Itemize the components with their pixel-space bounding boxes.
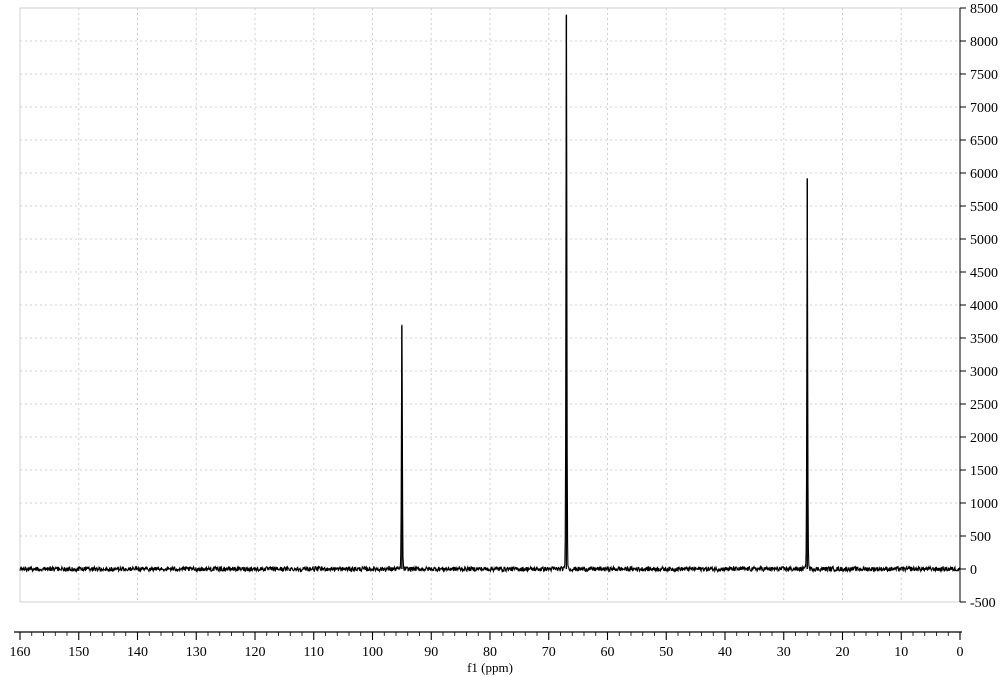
y-tick-label: 4000 <box>970 299 998 314</box>
y-tick-label: 6500 <box>970 134 998 149</box>
x-tick-label: 20 <box>836 645 850 660</box>
nmr-svg: 1601501401301201101009080706050403020100… <box>0 0 1000 677</box>
y-tick-label: 7000 <box>970 101 998 116</box>
x-tick-label: 160 <box>10 645 31 660</box>
x-tick-label: 70 <box>542 645 556 660</box>
y-tick-label: 8000 <box>970 35 998 50</box>
y-tick-label: -500 <box>970 596 996 611</box>
y-tick-label: 8500 <box>970 2 998 17</box>
x-tick-label: 50 <box>659 645 673 660</box>
y-tick-label: 2000 <box>970 431 998 446</box>
y-tick-label: 6000 <box>970 167 998 182</box>
x-axis-label: f1 (ppm) <box>467 660 513 675</box>
x-tick-label: 140 <box>127 645 148 660</box>
y-tick-label: 5500 <box>970 200 998 215</box>
y-tick-label: 7500 <box>970 68 998 83</box>
x-tick-label: 80 <box>483 645 497 660</box>
y-tick-label: 4500 <box>970 266 998 281</box>
y-tick-label: 0 <box>970 563 977 578</box>
y-tick-label: 3500 <box>970 332 998 347</box>
x-tick-label: 40 <box>718 645 732 660</box>
y-tick-label: 500 <box>970 530 991 545</box>
x-tick-label: 110 <box>304 645 324 660</box>
y-tick-label: 2500 <box>970 398 998 413</box>
y-tick-label: 1500 <box>970 464 998 479</box>
x-tick-label: 130 <box>186 645 207 660</box>
x-tick-label: 60 <box>601 645 615 660</box>
x-tick-label: 100 <box>362 645 383 660</box>
y-tick-label: 5000 <box>970 233 998 248</box>
x-tick-label: 10 <box>894 645 908 660</box>
x-tick-label: 0 <box>957 645 964 660</box>
y-tick-label: 1000 <box>970 497 998 512</box>
nmr-chart: 1601501401301201101009080706050403020100… <box>0 0 1000 677</box>
x-tick-label: 120 <box>245 645 266 660</box>
x-tick-label: 90 <box>424 645 438 660</box>
y-tick-label: 3000 <box>970 365 998 380</box>
x-tick-label: 150 <box>68 645 89 660</box>
x-tick-label: 30 <box>777 645 791 660</box>
